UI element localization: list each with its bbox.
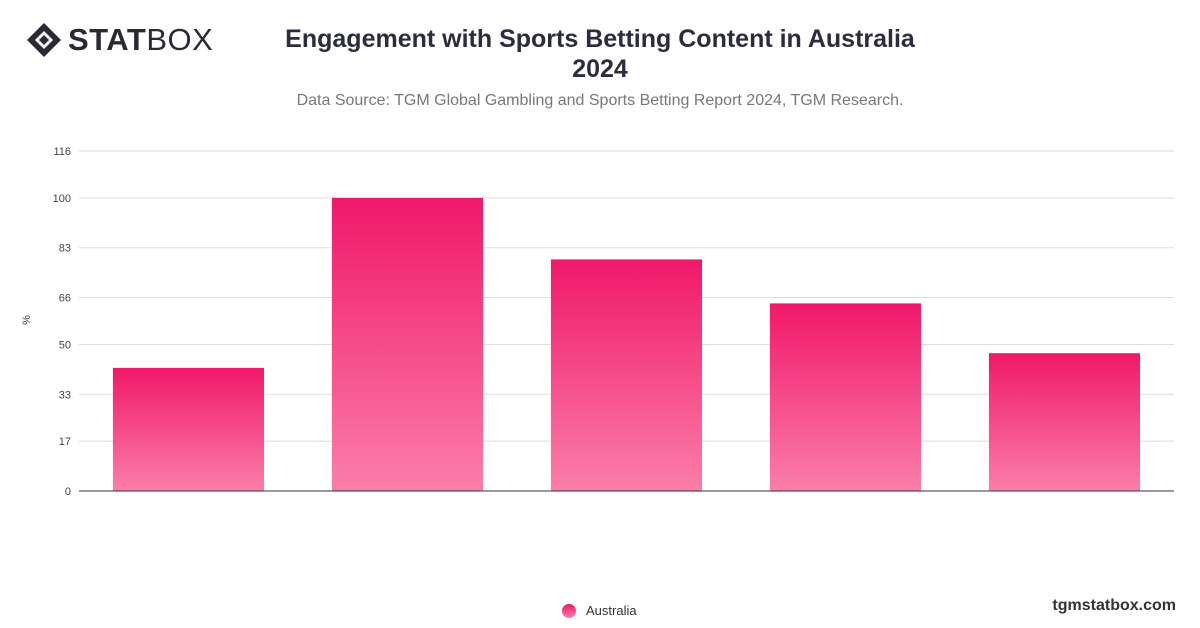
y-tick-label: 0 bbox=[65, 486, 71, 498]
y-tick-label: 66 bbox=[59, 293, 71, 305]
logo-stat: STAT bbox=[68, 22, 147, 57]
chart-title-line1: Engagement with Sports Betting Content i… bbox=[285, 25, 915, 53]
chart-title: Engagement with Sports Betting Content i… bbox=[200, 24, 1000, 84]
bar[interactable] bbox=[769, 303, 921, 491]
logo-wordmark: STATBOX bbox=[68, 22, 213, 58]
y-tick-label: 17 bbox=[59, 436, 71, 448]
legend[interactable]: Australia bbox=[562, 603, 637, 618]
logo-box: BOX bbox=[146, 22, 214, 57]
y-tick-label: 83 bbox=[59, 243, 71, 255]
y-tick-label: 33 bbox=[59, 389, 71, 401]
legend-label: Australia bbox=[586, 603, 637, 618]
y-tick-label: 116 bbox=[53, 146, 71, 158]
logo: STATBOX bbox=[26, 22, 213, 58]
bar[interactable] bbox=[331, 197, 483, 491]
footer-site[interactable]: tgmstatbox.com bbox=[1052, 597, 1176, 614]
bar[interactable] bbox=[112, 367, 265, 491]
y-tick-label: 100 bbox=[53, 193, 71, 205]
statbox-diamond-icon bbox=[27, 23, 61, 57]
bar[interactable] bbox=[550, 259, 702, 491]
chart-subtitle: Data Source: TGM Global Gambling and Spo… bbox=[296, 92, 904, 109]
legend-marker bbox=[562, 603, 576, 618]
chart-title-line2: 2024 bbox=[572, 55, 628, 83]
bar[interactable] bbox=[988, 353, 1140, 491]
y-tick-label: 50 bbox=[59, 339, 71, 351]
